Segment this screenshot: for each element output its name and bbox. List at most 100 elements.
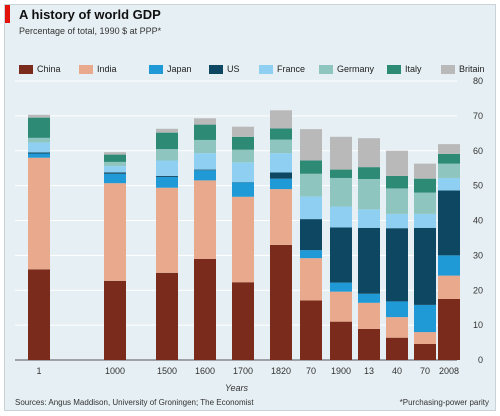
bar-segment-france [414,213,436,228]
y-tick-label: 80 [473,76,483,86]
bar-segment-japan [104,173,126,184]
bar-segment-italy [104,154,126,162]
bar-segment-china [330,321,352,360]
bar-segment-france [300,196,322,220]
bar-segment-britain [156,128,178,133]
bar-segment-germany [194,139,216,154]
bar-segment-india [156,187,178,273]
bar-segment-germany [104,161,126,167]
bar-segment-italy [156,132,178,150]
bar-segment-india [438,275,460,299]
bar-segment-japan [414,304,436,333]
bar-segment-britain [414,163,436,179]
bar-segment-britain [194,118,216,125]
bar-segment-france [232,162,254,183]
legend-item-france: France [259,63,305,75]
bar-segment-france [194,153,216,170]
legend-swatch [149,64,163,74]
bar-segment-italy [300,160,322,174]
y-tick-label: 40 [473,216,483,226]
legend-item-britain: Britain [441,63,485,75]
bar-segment-us [28,152,50,154]
y-tick-label: 70 [473,111,483,121]
bar-segment-italy [386,175,408,189]
legend-label: India [97,64,117,74]
bar-segment-china [232,282,254,360]
bar-segment-japan [386,301,408,318]
source-note: Sources: Angus Maddison, University of G… [15,398,254,407]
chart-title: A history of world GDP [19,7,161,22]
legend-label: Italy [405,64,422,74]
bar-segment-germany [330,177,352,207]
bar-segment-japan [156,176,178,188]
bar-segment-france [270,153,292,173]
bar-segment-britain [386,150,408,176]
legend-item-japan: Japan [149,63,192,75]
bar-segment-japan [194,170,216,181]
x-tick-label: 13 [364,366,374,376]
legend-swatch [259,64,273,74]
legend-swatch [441,64,455,74]
bar-segment-japan [438,255,460,276]
x-tick-label: 1600 [195,366,215,376]
chart-plot: 0 10 20 30 40 50 60 70 80 1 1000 1500 1600 1700 1820 70… [15,76,483,376]
bar-segment-britain [270,110,292,129]
bar-segment-japan [28,153,50,158]
bar-segment-britain [330,136,352,170]
bar-segment-britain [232,126,254,137]
bar-segment-germany [28,137,50,143]
bar-segment-britain [28,114,50,118]
bar-segment-china [104,280,126,360]
footnote: *Purchasing-power parity [399,398,489,407]
legend-swatch [79,64,93,74]
bar-segment-france [386,213,408,229]
y-tick-label: 0 [478,355,483,365]
legend-label: Britain [459,64,485,74]
bar-segment-italy [438,153,460,164]
x-tick-label: 70 [420,366,430,376]
legend-item-china: China [19,63,61,75]
bar-segment-japan [358,293,380,303]
bar-segment-india [300,258,322,301]
legend-swatch [209,64,223,74]
bar-segment-india [386,317,408,338]
bar-segment-china [156,272,178,360]
bar-segment-germany [156,149,178,161]
bar-segment-china [386,337,408,360]
x-axis-title: Years [225,383,249,393]
bar-segment-britain [104,152,126,155]
legend-swatch [387,64,401,74]
bar-segment-france [156,160,178,176]
bar-segment-japan [330,282,352,292]
bar-segment-italy [414,178,436,193]
bar-segment-us [438,190,460,256]
bar-segment-germany [386,188,408,214]
bar-segment-china [438,298,460,360]
bar-segment-italy [270,128,292,140]
y-tick-label: 30 [473,250,483,260]
bar-segment-india [270,189,292,245]
bar-segment-india [358,302,380,329]
x-tick-label: 70 [306,366,316,376]
bar-segment-india [104,183,126,281]
legend-label: France [277,64,306,74]
x-tick-label: 1500 [157,366,177,376]
bar-segment-us [414,227,436,305]
legend-label: US [227,64,240,74]
legend-item-germany: Germany [319,63,374,75]
bar-segment-britain [358,138,380,168]
bar-segment-france [104,166,126,173]
y-tick-label: 50 [473,181,483,191]
bar-segment-france [358,209,380,228]
bar-segment-us [300,219,322,251]
x-tick-label: 1820 [271,366,291,376]
y-tick-label: 60 [473,146,483,156]
bar-segment-japan [300,250,322,259]
bar-segment-france [330,206,352,228]
bar-segment-germany [270,139,292,154]
bar-segment-britain [438,144,460,154]
x-tick-label: 1000 [105,366,125,376]
bar-segment-india [414,332,436,344]
bar-segment-germany [438,163,460,178]
legend-swatch [19,64,33,74]
